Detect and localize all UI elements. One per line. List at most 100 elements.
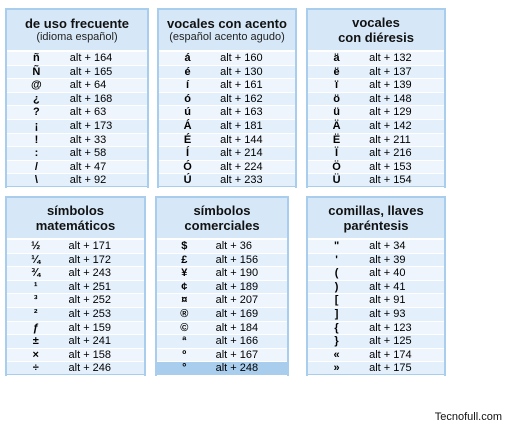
- row: ¢ alt + 189: [157, 281, 287, 295]
- row: ÷ alt + 246: [7, 362, 144, 376]
- panel-title: vocales con acento: [167, 16, 287, 31]
- character: ': [335, 253, 338, 266]
- character: ú: [184, 106, 191, 119]
- character: ÷: [32, 362, 39, 375]
- character: ó: [184, 92, 191, 105]
- character: Ñ: [32, 65, 41, 78]
- row: ² alt + 253: [7, 308, 144, 322]
- row: ë alt + 137: [308, 66, 444, 80]
- character: :: [34, 147, 39, 160]
- character: ¿: [33, 92, 40, 105]
- alt-code: alt + 153: [369, 160, 412, 173]
- panel-title: símbolos: [193, 203, 251, 218]
- rows: $ alt + 36 £ alt + 156 ¥ alt + 190 ¢ alt + 189 ¤…: [157, 240, 287, 376]
- character: ¥: [181, 267, 188, 280]
- character: ü: [333, 106, 340, 119]
- character: /: [34, 160, 38, 173]
- character: Ó: [183, 160, 192, 173]
- row: ¾ alt + 243: [7, 267, 144, 281]
- character: Ä: [332, 119, 341, 132]
- alt-code: alt + 165: [69, 65, 113, 78]
- row: × alt + 158: [7, 348, 144, 363]
- alt-code: alt + 40: [369, 267, 406, 280]
- row: " alt + 34: [308, 240, 444, 254]
- alt-code: alt + 161: [220, 79, 263, 92]
- row: ! alt + 33: [7, 133, 147, 148]
- character: Á: [183, 119, 192, 132]
- character: °: [182, 362, 187, 375]
- alt-code: alt + 207: [215, 294, 259, 307]
- character: Í: [186, 147, 190, 160]
- alt-code: alt + 216: [369, 147, 412, 160]
- character: ®: [180, 307, 189, 320]
- row: ) alt + 41: [308, 281, 444, 295]
- alt-code: alt + 132: [369, 52, 412, 64]
- row: ? alt + 63: [7, 106, 147, 120]
- row: º alt + 167: [157, 348, 287, 363]
- row: ñ alt + 164: [7, 52, 147, 66]
- alt-code: alt + 58: [69, 147, 107, 160]
- row: ® alt + 169: [157, 308, 287, 322]
- alt-code: alt + 39: [369, 253, 406, 266]
- character: ½: [31, 240, 41, 252]
- row: \ alt + 92: [7, 174, 147, 188]
- alt-code: alt + 248: [215, 362, 259, 375]
- row: ú alt + 163: [159, 106, 295, 120]
- panel: comillas, llaves paréntesis " alt + 34 ' alt …: [306, 196, 446, 376]
- character: ö: [333, 92, 340, 105]
- alt-code: alt + 169: [215, 307, 259, 320]
- row: ¡ alt + 173: [7, 120, 147, 134]
- alt-code: alt + 156: [215, 253, 259, 266]
- row: ¼ alt + 172: [7, 254, 144, 268]
- panel: de uso frecuente (idioma español) ñ alt + 1…: [5, 8, 149, 188]
- panel-header: vocales con diéresis: [308, 10, 444, 52]
- character: á: [184, 52, 191, 64]
- rows: ä alt + 132 ë alt + 137 ï alt + 139 ö alt + 148…: [308, 52, 444, 188]
- row: ï alt + 139: [308, 79, 444, 93]
- row: « alt + 174: [308, 348, 444, 363]
- alt-code: alt + 144: [220, 133, 263, 146]
- alt-code: alt + 158: [68, 348, 112, 361]
- character: ¢: [181, 280, 188, 293]
- row: ¤ alt + 207: [157, 294, 287, 308]
- alt-code: alt + 233: [220, 174, 263, 187]
- panel-title: con diéresis: [338, 30, 414, 45]
- alt-code: alt + 92: [69, 174, 107, 187]
- character: º: [182, 348, 187, 361]
- row: / alt + 47: [7, 160, 147, 175]
- character: ä: [333, 52, 340, 64]
- row: [alt + 91: [308, 294, 444, 308]
- row: } alt + 125: [308, 335, 444, 349]
- alt-code: alt + 252: [68, 294, 112, 307]
- alt-code: alt + 93: [369, 307, 406, 320]
- character: @: [31, 79, 42, 92]
- row: ¹ alt + 251: [7, 281, 144, 295]
- alt-code: alt + 163: [220, 106, 263, 119]
- alt-code: alt + 36: [215, 240, 252, 252]
- alt-code: alt + 47: [69, 160, 107, 173]
- character: ]: [334, 307, 339, 320]
- alt-code: alt + 190: [215, 267, 259, 280]
- alt-code: alt + 142: [369, 119, 412, 132]
- character: {: [334, 321, 339, 334]
- alt-code: alt + 211: [369, 133, 411, 146]
- character: Ü: [332, 174, 341, 187]
- character: »: [333, 362, 340, 375]
- panel: vocales con diéresis ä alt + 132 ë alt + 137 ï…: [306, 8, 446, 188]
- alt-code: alt + 171: [68, 240, 112, 252]
- character: \: [34, 174, 38, 187]
- alt-code: alt + 214: [220, 147, 263, 160]
- row: » alt + 175: [308, 362, 444, 376]
- row: ä alt + 132: [308, 52, 444, 66]
- rows: ½ alt + 171 ¼ alt + 172 ¾ alt + 243 ¹ alt + 251…: [7, 240, 144, 376]
- character: ¤: [181, 294, 188, 307]
- character: Ï: [335, 147, 339, 160]
- alt-code: alt + 253: [68, 307, 112, 320]
- row: ¥ alt + 190: [157, 267, 287, 281]
- alt-code: alt + 130: [220, 65, 263, 78]
- alt-code: alt + 34: [369, 240, 406, 252]
